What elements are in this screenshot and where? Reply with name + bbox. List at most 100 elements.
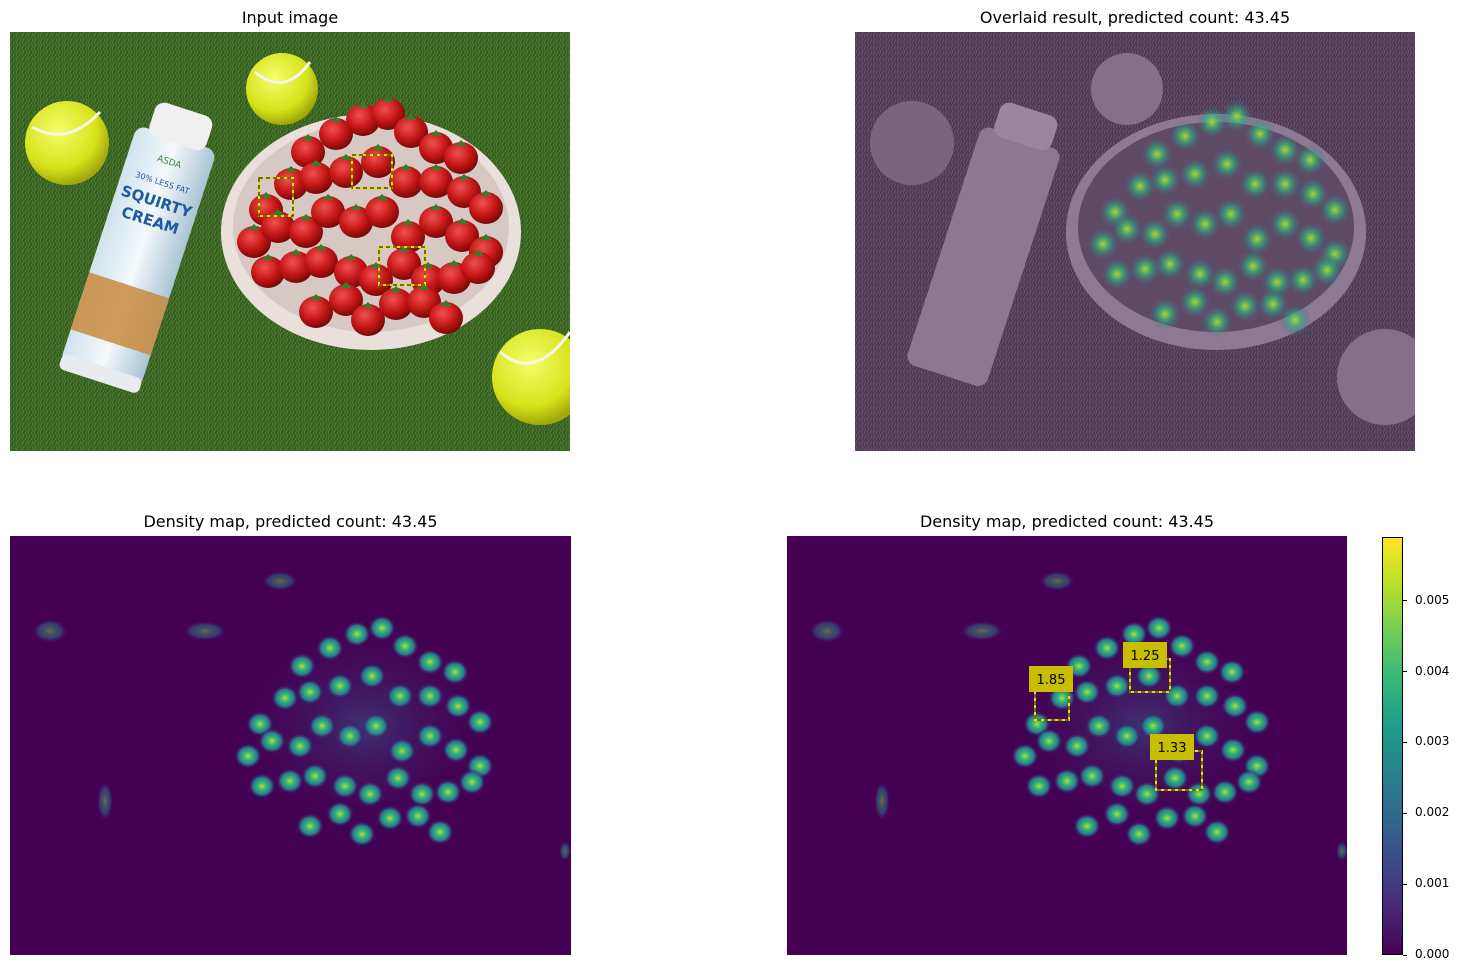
strawberry xyxy=(444,142,478,174)
strawberry-leaf xyxy=(302,134,314,140)
density-blob xyxy=(343,621,371,647)
strawberry-leaf xyxy=(456,218,468,224)
density-blob xyxy=(1193,683,1221,709)
overlay-density-spot xyxy=(1294,144,1326,176)
colorbar-tick-label: 0.004 xyxy=(1415,663,1450,678)
overlay-density-spot xyxy=(1189,208,1221,240)
overlay-density-spot xyxy=(1269,208,1301,240)
strawberry xyxy=(291,136,325,168)
exemplar-box xyxy=(378,246,426,286)
density-blob xyxy=(362,713,390,739)
strawberry xyxy=(261,211,295,243)
strawberry xyxy=(329,284,363,316)
strawberry xyxy=(419,206,453,238)
density-map-boxes-title: Density map, predicted count: 43.45 xyxy=(919,512,1215,531)
overlay-density-spot xyxy=(1239,168,1271,200)
density-blob xyxy=(326,673,354,699)
density-blob xyxy=(258,728,286,754)
density-blob xyxy=(1063,733,1091,759)
density-blob xyxy=(1193,723,1221,749)
density-blob xyxy=(434,779,462,805)
strawberry xyxy=(299,162,333,194)
strawberry-leaf xyxy=(357,102,369,108)
density-blob xyxy=(416,649,444,675)
strawberry xyxy=(361,146,395,178)
strawberry-leaf xyxy=(390,286,402,292)
density-blob xyxy=(1108,773,1136,799)
density-blob xyxy=(1125,821,1153,847)
strawberry-leaf xyxy=(362,302,374,308)
exemplar-box-3: 1.33 xyxy=(1150,734,1203,791)
strawberry-leaf xyxy=(376,194,388,200)
strawberry-leaf xyxy=(345,254,357,260)
density-blob xyxy=(1093,635,1121,661)
input-image-title: Input image xyxy=(241,8,339,27)
density-blob xyxy=(1181,803,1209,829)
density-blob xyxy=(388,738,416,764)
strawberry-leaf xyxy=(398,246,410,252)
density-blob xyxy=(1011,743,1039,769)
strawberry-leaf xyxy=(430,130,442,136)
density-blob xyxy=(1219,737,1247,763)
density-blob xyxy=(301,763,329,789)
exemplar-box xyxy=(258,177,294,217)
density-blob xyxy=(1133,781,1161,807)
strawberry-leaf xyxy=(350,204,362,210)
overlay-density-spot xyxy=(1295,222,1327,254)
density-blob xyxy=(416,723,444,749)
overlay-density-spot xyxy=(1211,148,1243,180)
strawberry-leaf xyxy=(340,282,352,288)
density-blob xyxy=(426,819,454,845)
density-blob xyxy=(316,635,344,661)
strawberry xyxy=(391,221,425,253)
overlay-density-spot xyxy=(1161,198,1193,230)
density-blob xyxy=(1103,673,1131,699)
overlay-density-spot xyxy=(1154,248,1186,280)
density-blob xyxy=(441,659,469,685)
strawberry-leaf xyxy=(262,254,274,260)
density-blob-faint xyxy=(1336,841,1347,861)
colorbar-tick-label: 0.005 xyxy=(1415,592,1450,607)
density-blob xyxy=(386,683,414,709)
overlay-density-spot xyxy=(1111,213,1143,245)
density-blob-faint xyxy=(97,781,113,821)
density-blob xyxy=(1135,663,1163,689)
overlay-density-spot xyxy=(1201,306,1233,338)
overlay-density-spot xyxy=(1311,254,1343,286)
overlay-density-spot xyxy=(1221,100,1253,132)
colorbar-tick-label: 0.000 xyxy=(1415,947,1450,961)
strawberry-leaf xyxy=(480,190,492,196)
density-blob xyxy=(442,737,470,763)
strawberry xyxy=(394,116,428,148)
density-blob xyxy=(1153,805,1181,831)
strawberry xyxy=(299,296,333,328)
strawberry xyxy=(329,156,363,188)
density-blob xyxy=(1161,765,1189,791)
density-blob-faint xyxy=(183,621,227,641)
colorbar-tick-mark xyxy=(1403,883,1407,885)
strawberry-leaf xyxy=(430,204,442,210)
strawberry-leaf xyxy=(455,140,467,146)
density-blob xyxy=(384,765,412,791)
strawberry xyxy=(379,288,413,320)
strawberry xyxy=(359,264,393,296)
strawberry-leaf xyxy=(458,174,470,180)
density-blob xyxy=(296,813,324,839)
strawberry-leaf xyxy=(310,160,322,166)
overlay-density-spot xyxy=(1269,134,1301,166)
density-map xyxy=(10,536,571,955)
density-blob xyxy=(1145,615,1173,641)
density-blob xyxy=(1218,659,1246,685)
density-blob xyxy=(416,683,444,709)
density-blob xyxy=(391,633,419,659)
density-blob xyxy=(1211,779,1239,805)
strawberry xyxy=(389,166,423,198)
density-blob-faint xyxy=(262,571,298,591)
strawberry-leaf xyxy=(340,154,352,160)
density-blob-faint xyxy=(32,619,68,643)
overlay-density-spot xyxy=(1149,164,1181,196)
density-blob-faint xyxy=(559,841,571,861)
density-blob xyxy=(444,693,472,719)
strawberry-leaf xyxy=(372,144,384,150)
colorbar xyxy=(1382,537,1403,955)
